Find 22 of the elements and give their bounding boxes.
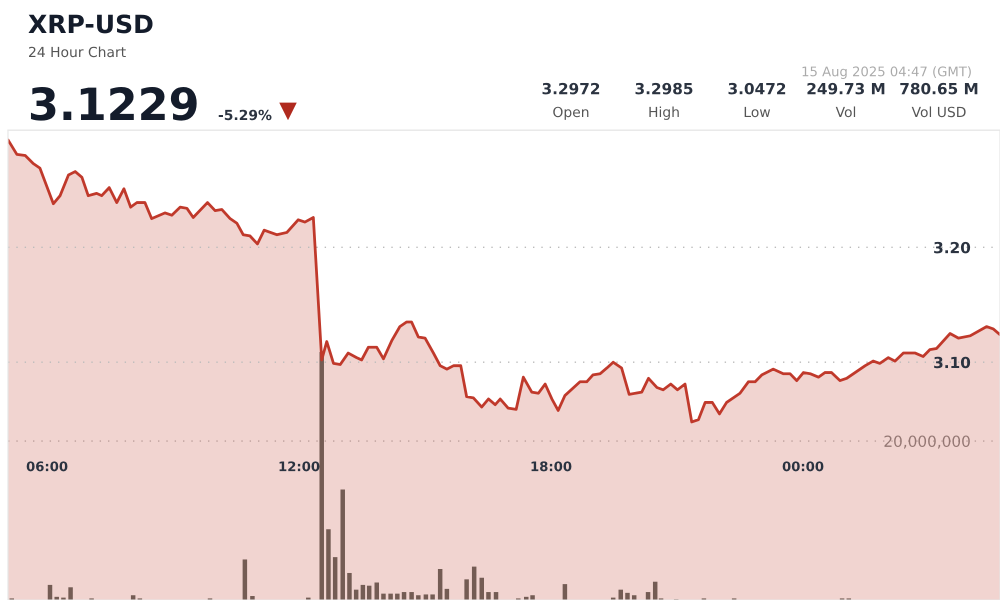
text: 249.73 M — [807, 82, 884, 94]
text: 15 Aug 2025 04:47 (GMT) — [802, 66, 971, 79]
text: 3.0472 — [728, 82, 786, 94]
text: 3.2972 — [542, 82, 600, 94]
text: 3.2985 — [636, 82, 692, 94]
x-tick-label: 18:00 — [532, 461, 572, 472]
text: Open — [553, 106, 588, 120]
y2-tick-label: 20,000,000 — [884, 435, 970, 449]
text: -5.29% — [218, 110, 272, 120]
text: 780.65 M — [900, 82, 978, 94]
chart-subtitle: 24 Hour Chart — [29, 46, 126, 58]
text: Vol — [836, 106, 856, 118]
text: 3.1229 — [30, 87, 197, 121]
chart-title: XRP-USD — [28, 14, 153, 34]
x-tick-label: 12:00 — [280, 461, 320, 472]
text: Low — [744, 106, 770, 118]
text: Vol USD — [912, 106, 966, 118]
x-tick-label: 06:00 — [26, 461, 68, 472]
text: High — [649, 106, 679, 120]
y-tick-label: 3.20 — [934, 242, 970, 254]
y-tick-label: 3.10 — [934, 356, 970, 368]
x-tick-label: 00:00 — [782, 461, 824, 472]
